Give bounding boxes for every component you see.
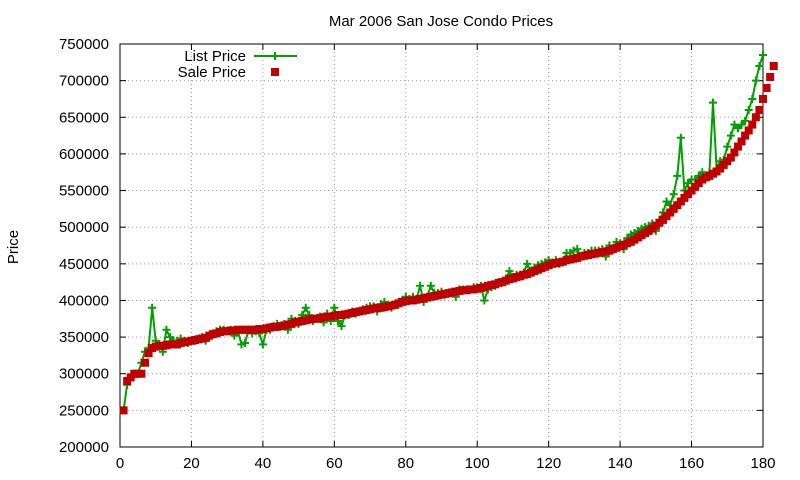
- list-price-point: [258, 340, 267, 349]
- list-price-point: [573, 245, 582, 254]
- legend-label-list-price: List Price: [184, 48, 246, 65]
- list-price-point: [744, 105, 753, 114]
- sale-price-point: [730, 148, 739, 157]
- y-tick-label: 350000: [59, 329, 109, 346]
- list-price-line: [122, 54, 764, 411]
- chart-title: Mar 2006 San Jose Condo Prices: [329, 13, 553, 30]
- y-tick-label: 200000: [59, 439, 109, 456]
- sale-price-point: [759, 94, 767, 103]
- sale-price-point: [144, 349, 153, 358]
- y-tick-label: 450000: [59, 256, 109, 273]
- sale-price-point: [733, 142, 742, 151]
- sale-price-point: [755, 105, 764, 114]
- legend-swatch-list-price-cross: [271, 52, 279, 60]
- sale-price-point: [137, 369, 146, 378]
- sale-price-point: [741, 131, 750, 140]
- legend-label-sale-price: Sale Price: [178, 64, 246, 81]
- list-price-point: [673, 171, 682, 180]
- x-tick-label: 80: [397, 455, 414, 472]
- y-axis-label: Price: [5, 230, 22, 264]
- plot-frame: [119, 43, 764, 448]
- y-tick-label: 400000: [59, 292, 109, 309]
- sale-price-point: [748, 120, 757, 129]
- y-tick-label: 700000: [59, 73, 109, 90]
- x-tick-label: 0: [116, 455, 124, 472]
- legend-swatch-sale-price: [271, 68, 279, 76]
- list-price-point: [669, 190, 678, 199]
- sale-price-point: [769, 61, 778, 70]
- y-tick-label: 550000: [59, 183, 109, 200]
- list-price-point: [741, 116, 750, 125]
- list-price-point: [505, 267, 514, 276]
- y-tick-label: 500000: [59, 219, 109, 236]
- sale-price-point: [119, 406, 128, 415]
- list-price-point: [301, 303, 310, 312]
- list-price-point: [162, 325, 171, 334]
- list-price-points: [119, 50, 767, 415]
- x-tick-label: 120: [536, 455, 561, 472]
- list-price-point: [726, 131, 735, 140]
- list-price-point: [426, 281, 435, 290]
- sale-price-point: [726, 153, 735, 162]
- x-tick-label: 60: [326, 455, 343, 472]
- list-price-point: [148, 303, 157, 312]
- list-price-point: [751, 76, 760, 85]
- sale-price-point: [766, 72, 775, 81]
- sale-price-point: [744, 126, 753, 135]
- list-price-point: [523, 259, 532, 268]
- list-price-point: [480, 296, 489, 305]
- list-price-point: [708, 98, 717, 107]
- sale-price-point: [737, 137, 746, 146]
- list-price-point: [416, 281, 425, 290]
- list-price-point: [241, 338, 250, 347]
- x-tick-label: 180: [750, 455, 775, 472]
- sale-price-point: [762, 83, 771, 92]
- x-tick-label: 40: [255, 455, 272, 472]
- x-tick-label: 160: [679, 455, 704, 472]
- list-price-point: [330, 303, 339, 312]
- y-tick-label: 300000: [59, 366, 109, 383]
- x-tick-label: 100: [465, 455, 490, 472]
- list-price-point: [723, 142, 732, 151]
- y-tick-label: 750000: [59, 36, 109, 53]
- sale-price-point: [751, 113, 760, 122]
- y-tick-label: 650000: [59, 109, 109, 126]
- sale-price-points: [119, 61, 778, 415]
- list-price-point: [755, 61, 764, 70]
- list-price-point: [337, 322, 346, 331]
- series: [119, 50, 778, 415]
- x-tick-label: 140: [608, 455, 633, 472]
- sale-price-point: [141, 358, 150, 367]
- axis-ticks: 0 20 40 60 80 100 120 140 160 180 200000 250000 3000…: [59, 36, 776, 472]
- list-price-point: [748, 94, 757, 103]
- y-tick-label: 250000: [59, 402, 109, 419]
- list-price-point: [676, 133, 685, 142]
- y-tick-label: 600000: [59, 146, 109, 163]
- x-tick-label: 20: [183, 455, 200, 472]
- grid: [120, 44, 763, 447]
- list-price-point: [759, 50, 767, 59]
